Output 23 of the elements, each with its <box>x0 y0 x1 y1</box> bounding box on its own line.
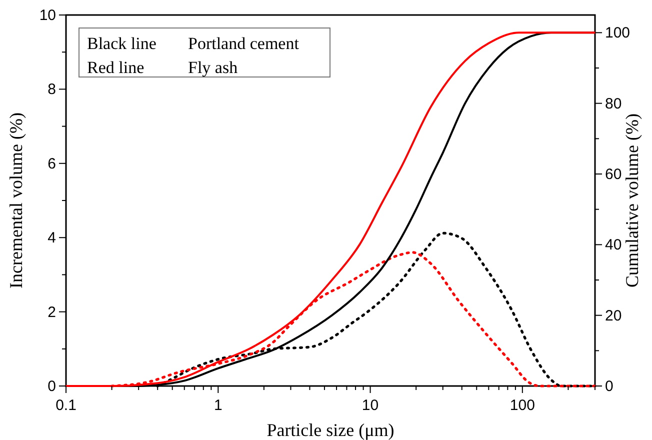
annotation: Red line <box>87 58 144 77</box>
x-tick-label: 1 <box>214 397 222 414</box>
x-tick-label: 10 <box>362 397 379 414</box>
y2-tick-label: 100 <box>605 24 630 42</box>
annotation: Fly ash <box>188 58 238 77</box>
y-tick-label: 6 <box>48 155 56 172</box>
x-tick-label: 100 <box>510 397 535 414</box>
y2-tick-label: 0 <box>605 378 614 395</box>
y2-axis-title: Cumulative volume (%) <box>622 114 642 288</box>
x-axis-title: Particle size (μm) <box>266 420 394 440</box>
y-tick-label: 4 <box>48 230 56 247</box>
y2-tick-label: 60 <box>605 166 622 183</box>
y-tick-label: 0 <box>48 378 56 395</box>
y-axis-title: Incremental volume (%) <box>6 112 26 288</box>
annotation: Portland cement <box>188 34 300 53</box>
y2-tick-label: 80 <box>605 95 622 112</box>
y2-tick-label: 40 <box>605 236 622 254</box>
y-tick-label: 10 <box>39 7 56 24</box>
x-tick-label: 0.1 <box>56 397 76 414</box>
y-tick-label: 2 <box>48 304 56 321</box>
y2-tick-label: 20 <box>605 307 622 324</box>
annotation: Black line <box>87 34 156 53</box>
y-tick-label: 8 <box>48 81 56 98</box>
